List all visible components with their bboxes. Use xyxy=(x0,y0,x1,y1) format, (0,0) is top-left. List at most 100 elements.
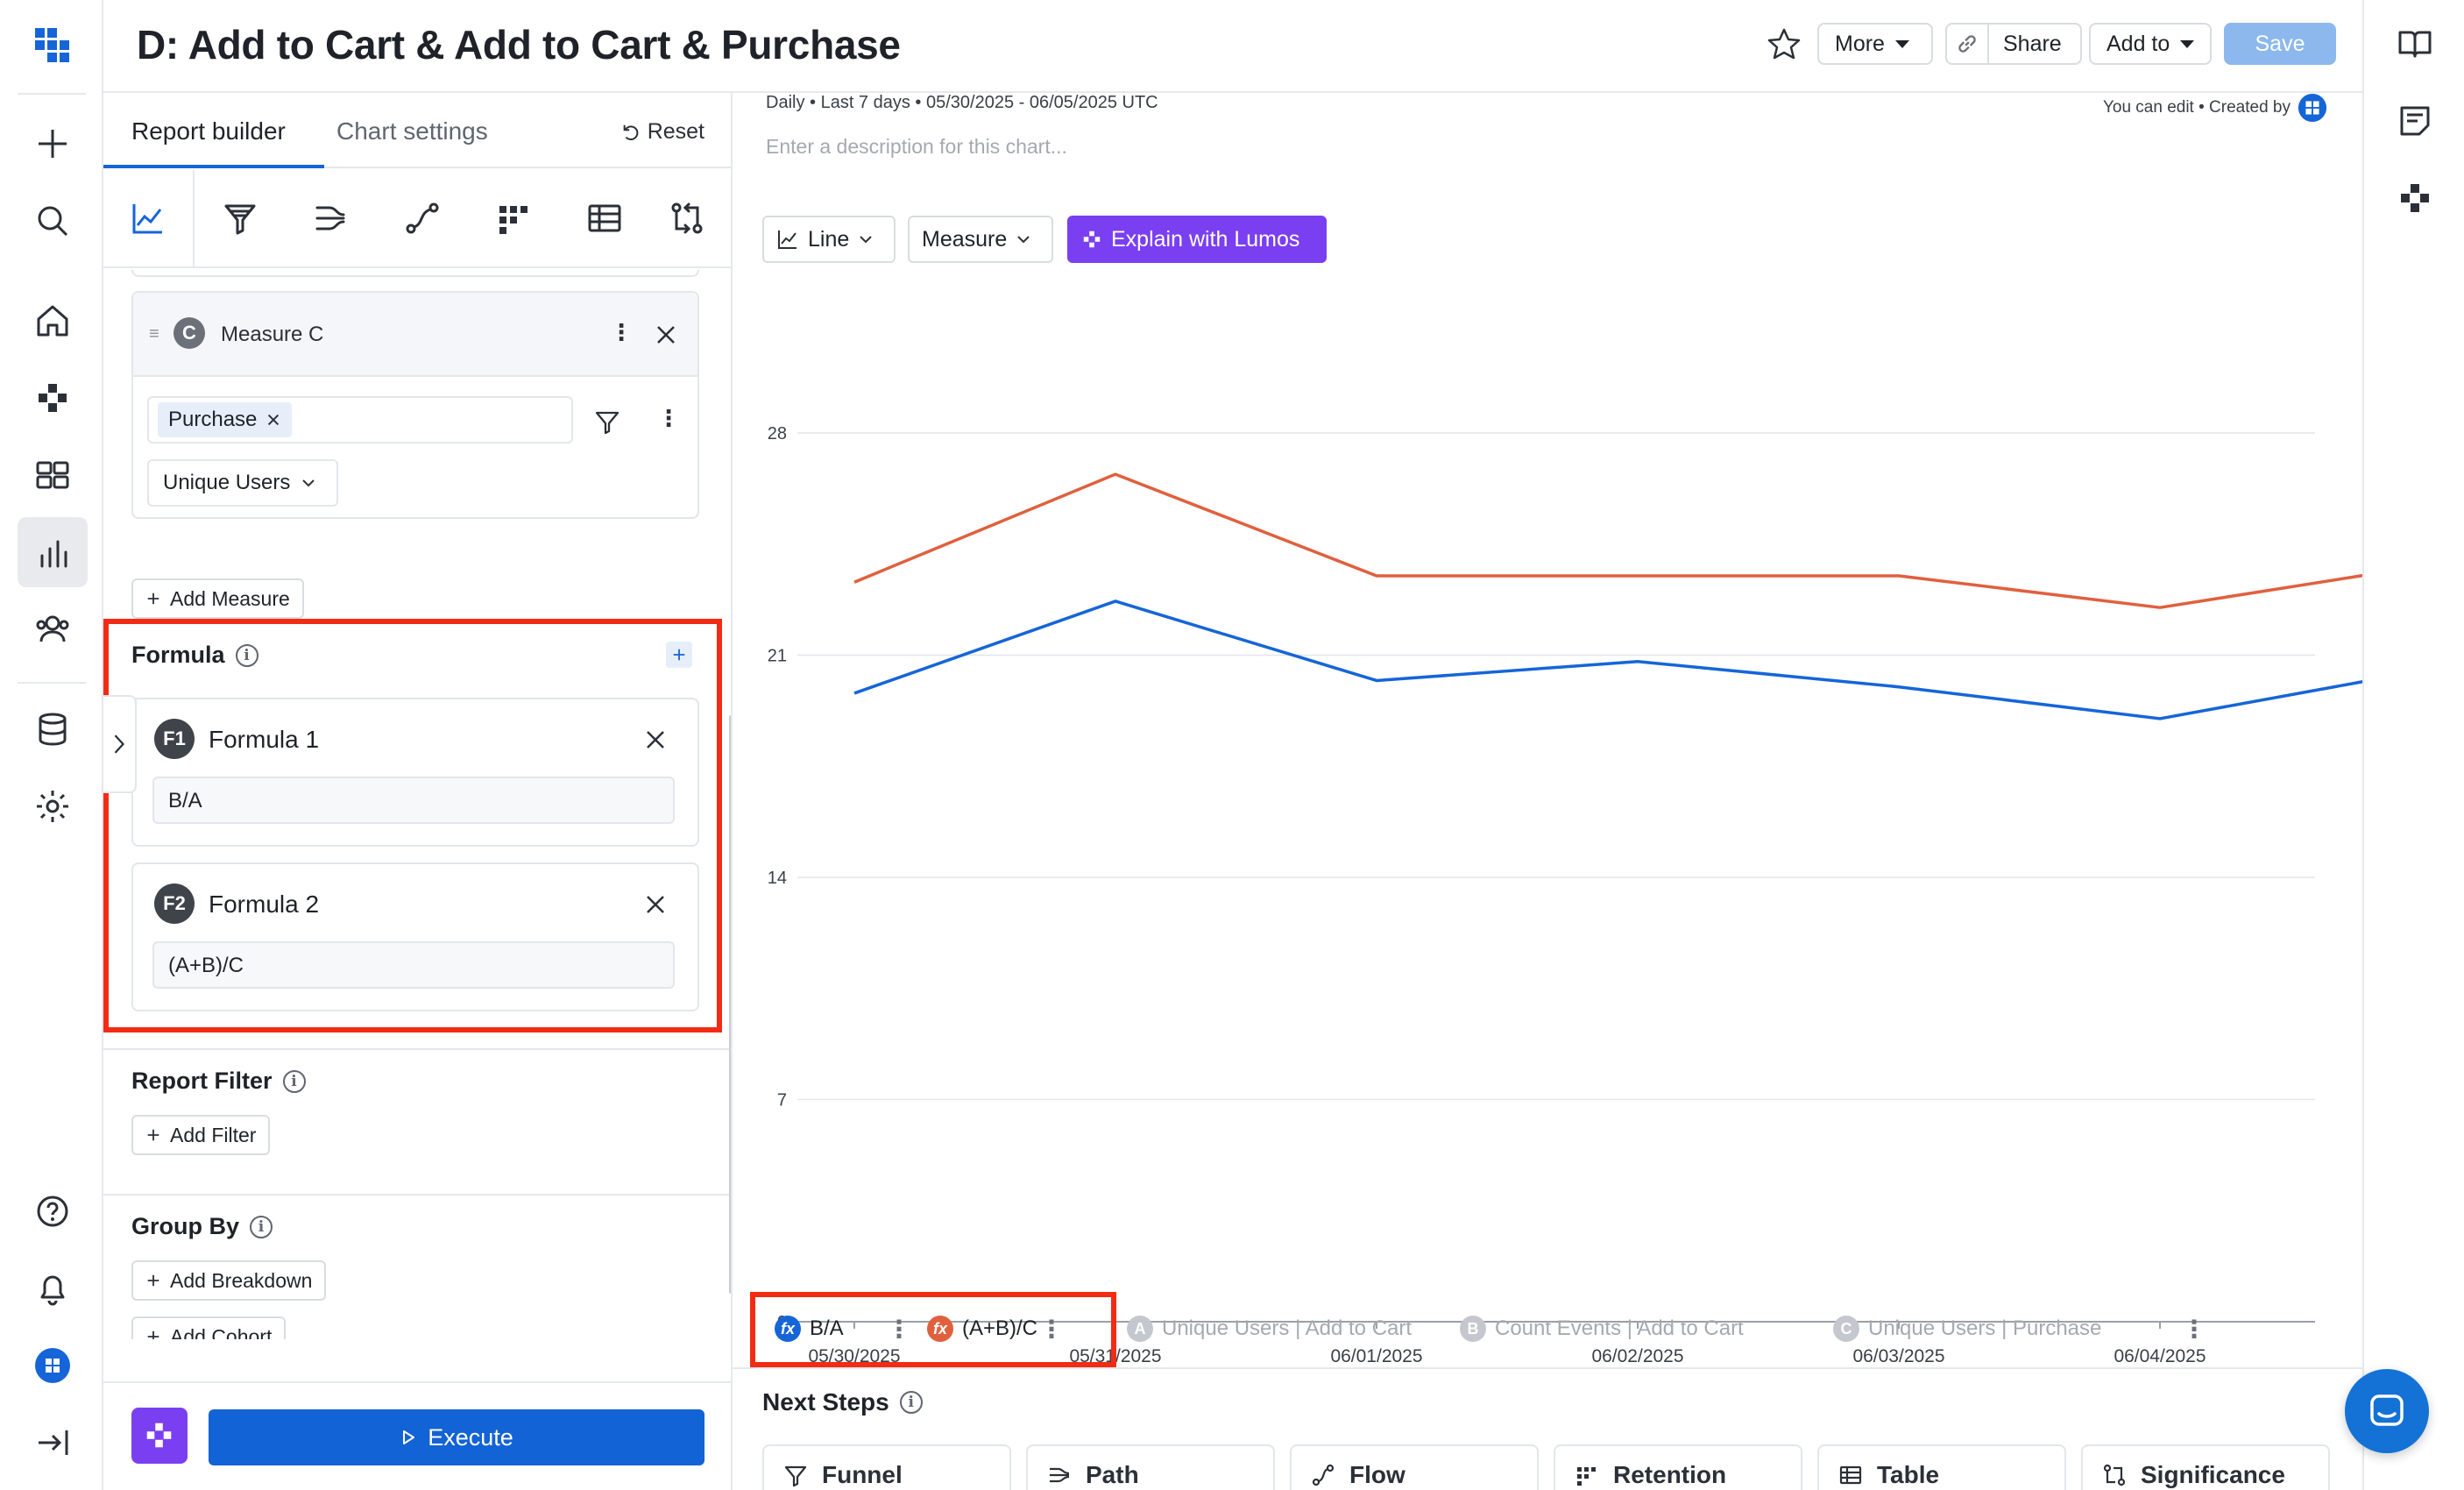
next-step-flow[interactable]: Flow xyxy=(1290,1444,1539,1490)
right-rail xyxy=(2362,0,2464,1490)
chat-support-button[interactable] xyxy=(2345,1369,2429,1453)
info-icon[interactable]: i xyxy=(899,1391,923,1414)
app-logo-icon[interactable] xyxy=(18,11,88,81)
event-menu-icon[interactable]: ⋮ xyxy=(657,405,680,431)
plus-icon xyxy=(147,1129,159,1141)
legend-item[interactable]: B Count Events | Add to Cart xyxy=(1460,1309,1744,1348)
measure-letter-badge: C xyxy=(173,317,205,349)
filter-icon[interactable] xyxy=(594,408,620,435)
info-icon[interactable]: i xyxy=(250,1215,273,1238)
settings-icon[interactable] xyxy=(18,771,88,841)
add-cohort-button[interactable]: Add Cohort xyxy=(131,1316,287,1339)
add-measure-button[interactable]: Add Measure xyxy=(131,578,304,619)
search-icon[interactable] xyxy=(18,186,88,256)
home-icon[interactable] xyxy=(18,286,88,356)
legend-item[interactable]: A Unique Users | Add to Cart xyxy=(1127,1309,1412,1348)
formula-section-title: Formula i xyxy=(131,642,258,669)
notes-icon[interactable] xyxy=(2390,96,2439,145)
y-tick-label: 21 xyxy=(768,647,787,666)
reports-icon[interactable] xyxy=(18,517,88,587)
page-title[interactable]: D: Add to Cart & Add to Cart & Purchase xyxy=(137,22,901,67)
execute-label: Execute xyxy=(428,1423,513,1451)
line-chart-icon[interactable] xyxy=(103,170,195,266)
next-step-funnel[interactable]: Funnel xyxy=(762,1444,1011,1490)
next-steps-title: Next Steps i xyxy=(762,1388,923,1416)
share-button[interactable]: Share xyxy=(1945,23,2082,65)
link-icon[interactable] xyxy=(1947,25,1989,63)
event-selector[interactable]: Purchase xyxy=(147,396,573,443)
dashboards-icon[interactable] xyxy=(18,440,88,510)
event-chip[interactable]: Purchase xyxy=(158,402,293,437)
panel-collapse-handle[interactable] xyxy=(103,695,137,793)
measure-name[interactable]: Measure C xyxy=(221,323,324,346)
chart-description-input[interactable]: Enter a description for this chart... xyxy=(766,135,1067,158)
lumos-panel-icon[interactable] xyxy=(2390,174,2439,223)
add-to-button[interactable]: Add to xyxy=(2089,23,2212,65)
next-step-label: Flow xyxy=(1349,1461,1405,1488)
measure-c-card: ≡ C Measure C ⋮ Purchase ⋮ Unique Users xyxy=(131,291,699,519)
table-icon[interactable] xyxy=(559,170,650,266)
add-formula-button[interactable] xyxy=(666,642,692,668)
significance-icon[interactable] xyxy=(641,170,731,266)
legend-menu-icon[interactable]: ⋮ xyxy=(2182,1316,2206,1343)
users-icon[interactable] xyxy=(18,594,88,664)
aggregation-dropdown[interactable]: Unique Users xyxy=(147,459,338,507)
reset-button[interactable]: Reset xyxy=(621,119,705,145)
book-icon[interactable] xyxy=(2390,19,2439,68)
close-icon[interactable] xyxy=(654,323,678,347)
view-dropdown[interactable]: Measure xyxy=(908,216,1053,263)
play-icon xyxy=(403,1430,415,1444)
builder-scroll-area: ≡ C Measure C ⋮ Purchase ⋮ Unique Users xyxy=(103,270,731,1339)
add-breakdown-button[interactable]: Add Breakdown xyxy=(131,1260,327,1301)
create-icon[interactable] xyxy=(18,109,88,179)
formula-highlight-box xyxy=(103,619,722,1032)
info-icon[interactable]: i xyxy=(235,643,258,667)
measure-menu-icon[interactable]: ⋮ xyxy=(610,319,633,345)
star-icon[interactable] xyxy=(1767,26,1802,61)
plus-icon xyxy=(147,592,159,605)
save-button[interactable]: Save xyxy=(2224,23,2336,65)
retention-icon[interactable] xyxy=(468,170,559,266)
chart-type-dropdown[interactable]: Line xyxy=(762,216,896,263)
path-icon[interactable] xyxy=(286,170,377,266)
legend-menu-icon[interactable]: ⋮ xyxy=(887,1316,911,1343)
panel-scrollbar[interactable] xyxy=(729,715,731,1294)
creator-avatar[interactable] xyxy=(2298,93,2327,123)
explain-with-lumos-button[interactable]: Explain with Lumos xyxy=(1067,216,1327,263)
execute-button[interactable]: Execute xyxy=(209,1409,705,1465)
next-step-table[interactable]: Table xyxy=(1817,1444,2066,1490)
more-button[interactable]: More xyxy=(1817,23,1933,65)
tab-chart-settings[interactable]: Chart settings xyxy=(336,117,488,145)
close-icon[interactable] xyxy=(643,892,668,917)
next-step-retention[interactable]: Retention xyxy=(1554,1444,1802,1490)
next-step-path[interactable]: Path xyxy=(1026,1444,1275,1490)
tab-report-builder[interactable]: Report builder xyxy=(131,117,286,145)
flow-icon[interactable] xyxy=(377,170,468,266)
formula-name[interactable]: Formula 1 xyxy=(209,726,320,753)
info-icon[interactable]: i xyxy=(282,1069,306,1093)
database-icon[interactable] xyxy=(18,694,88,764)
legend-menu-icon[interactable]: ⋮ xyxy=(1039,1316,1064,1343)
add-filter-button[interactable]: Add Filter xyxy=(131,1115,271,1155)
drag-handle-icon[interactable]: ≡ xyxy=(149,324,159,344)
formula-input[interactable]: B/A xyxy=(152,777,675,824)
help-icon[interactable] xyxy=(18,1176,88,1246)
formula-input[interactable]: (A+B)/C xyxy=(152,941,675,989)
edit-meta: You can edit • Created by xyxy=(2103,93,2327,123)
legend-item[interactable]: fx B/A xyxy=(775,1309,844,1348)
lumos-button[interactable] xyxy=(131,1408,188,1464)
funnel-icon[interactable] xyxy=(195,170,286,266)
remove-chip-icon[interactable] xyxy=(266,412,281,428)
next-step-significance[interactable]: Significance xyxy=(2081,1444,2330,1490)
avatar[interactable] xyxy=(18,1330,88,1401)
lumos-icon[interactable] xyxy=(18,363,88,433)
section-divider xyxy=(103,1048,731,1050)
collapse-nav-icon[interactable] xyxy=(18,1408,88,1478)
formula-name[interactable]: Formula 2 xyxy=(209,890,320,918)
legend-item[interactable]: fx (A+B)/C xyxy=(927,1309,1037,1348)
date-range-meta[interactable]: Daily • Last 7 days • 05/30/2025 - 06/05… xyxy=(766,93,1158,112)
close-icon[interactable] xyxy=(643,727,668,752)
notifications-icon[interactable] xyxy=(18,1253,88,1323)
legend-item[interactable]: C Unique Users | Purchase xyxy=(1833,1309,2101,1348)
active-tab-indicator xyxy=(103,165,324,168)
